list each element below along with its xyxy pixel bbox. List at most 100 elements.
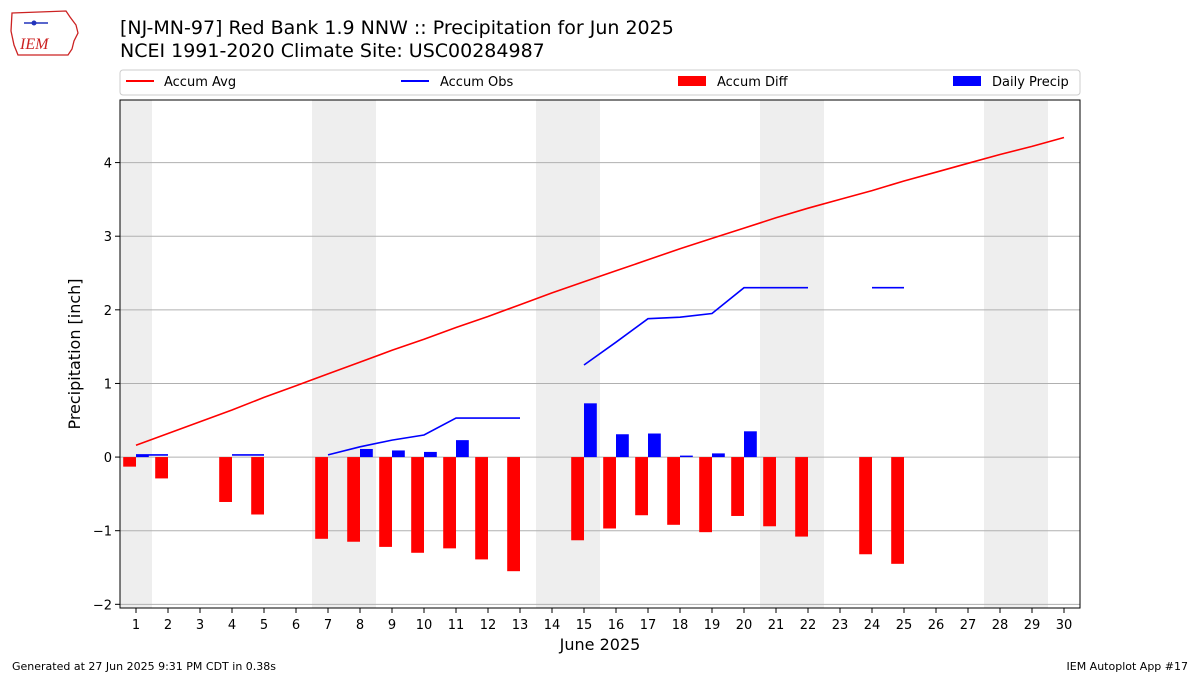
accum-diff-bar (891, 457, 904, 564)
accum-diff-bar (763, 457, 776, 527)
accum-diff-bar (667, 457, 680, 525)
footer-app: IEM Autoplot App #17 (1066, 660, 1189, 673)
x-axis-label: June 2025 (559, 635, 641, 654)
accum-diff-bar (507, 457, 520, 572)
accum-avg-line (135, 136, 1065, 447)
daily-precip-bar (360, 448, 373, 458)
x-tick-label: 4 (228, 618, 236, 633)
plot-frame (119, 99, 1081, 609)
daily-precip-bar (456, 440, 469, 458)
accum-diff-bar (603, 457, 616, 529)
y-tick-label: 3 (104, 230, 112, 245)
accum-diff-bar (571, 457, 584, 541)
y-tick-label: −2 (93, 598, 112, 613)
y-tick-label: 0 (104, 451, 112, 466)
accum-obs-line (327, 417, 520, 456)
legend-box (119, 69, 1081, 96)
x-tick-label: 6 (292, 618, 300, 633)
x-tick-label: 1 (132, 618, 140, 633)
accum-diff-bar (219, 457, 232, 502)
x-tick-label: 2 (164, 618, 172, 633)
accum-diff-bar (155, 457, 168, 479)
x-tick-label: 22 (800, 618, 817, 633)
x-axis-ticks: 1 2 3 4 5 6 7 8 9 10 11 12 13 14 15 16 17 18 19 20 21 22 23 24 2… (132, 608, 1072, 633)
accum-diff-bar (475, 457, 488, 560)
daily-precip-bar (680, 455, 693, 458)
x-tick-label: 3 (196, 618, 204, 633)
accum-diff-bar (411, 457, 424, 553)
lines (135, 136, 1065, 456)
accum-diff-bar (699, 457, 712, 533)
x-tick-label: 24 (864, 618, 881, 633)
x-tick-label: 9 (388, 618, 396, 633)
weekend-shade-0 (120, 100, 152, 608)
weekend-shade-3 (760, 100, 824, 608)
legend: Accum Avg Accum Obs Accum Diff Daily Pre… (119, 69, 1081, 96)
x-tick-label: 30 (1056, 618, 1073, 633)
x-tick-label: 25 (896, 618, 913, 633)
x-tick-label: 16 (608, 618, 625, 633)
daily-precip-bar (744, 431, 757, 458)
accum-diff-bar (379, 457, 392, 547)
legend-label-accum-diff: Accum Diff (717, 75, 789, 90)
y-tick-label: 4 (104, 157, 112, 172)
daily-precip-bar (584, 403, 597, 458)
x-tick-label: 26 (928, 618, 945, 633)
legend-label-accum-obs: Accum Obs (440, 75, 513, 90)
x-tick-label: 7 (324, 618, 332, 633)
bars (123, 403, 904, 572)
daily-precip-bar (392, 450, 405, 458)
accum-diff-bar (635, 457, 648, 516)
legend-swatch-accum-diff (678, 76, 706, 86)
x-tick-label: 29 (1024, 618, 1041, 633)
gridlines (120, 162, 1080, 605)
legend-label-daily-precip: Daily Precip (992, 75, 1069, 90)
x-tick-label: 19 (704, 618, 721, 633)
x-tick-label: 28 (992, 618, 1009, 633)
y-tick-label: 2 (104, 304, 112, 319)
x-tick-label: 10 (416, 618, 433, 633)
chart-title: [NJ-MN-97] Red Bank 1.9 NNW :: Precipita… (120, 17, 674, 39)
daily-precip-bar (424, 451, 437, 458)
x-tick-label: 14 (544, 618, 561, 633)
y-axis-ticks: −2 −1 0 1 2 3 4 (93, 157, 120, 613)
accum-diff-bar (731, 457, 744, 516)
x-tick-label: 21 (768, 618, 785, 633)
iem-logo: IEM (10, 10, 79, 56)
iowa-outline-icon (10, 10, 79, 56)
accum-diff-bar (795, 457, 808, 537)
accum-diff-bar (859, 457, 872, 555)
accum-diff-bar (315, 457, 328, 539)
x-tick-label: 18 (672, 618, 689, 633)
accum-obs-line (583, 286, 808, 366)
daily-precip-bar (616, 434, 629, 458)
logo-text: IEM (19, 36, 50, 53)
x-tick-label: 11 (448, 618, 465, 633)
footer-generated: Generated at 27 Jun 2025 9:31 PM CDT in … (12, 660, 277, 673)
accum-diff-bar (347, 457, 360, 542)
daily-precip-bar (136, 454, 149, 458)
weekend-shade-2 (536, 100, 600, 608)
chart-subtitle: NCEI 1991-2020 Climate Site: USC00284987 (120, 40, 545, 62)
x-tick-label: 17 (640, 618, 657, 633)
station-icon (31, 20, 37, 26)
x-tick-label: 13 (512, 618, 529, 633)
x-tick-label: 23 (832, 618, 849, 633)
x-tick-label: 15 (576, 618, 593, 633)
y-tick-label: 1 (104, 377, 112, 392)
daily-precip-bar (712, 453, 725, 458)
x-tick-label: 5 (260, 618, 268, 633)
weekend-shade-4 (984, 100, 1048, 608)
x-tick-label: 8 (356, 618, 364, 633)
accum-diff-bar (443, 457, 456, 549)
legend-label-accum-avg: Accum Avg (164, 75, 236, 90)
accum-diff-bar (123, 457, 136, 467)
x-tick-label: 27 (960, 618, 977, 633)
daily-precip-bar (648, 433, 661, 458)
y-axis-label: Precipitation [inch] (65, 278, 84, 429)
x-tick-label: 20 (736, 618, 753, 633)
y-tick-label: −1 (93, 525, 112, 540)
accum-diff-bar (251, 457, 264, 515)
x-tick-label: 12 (480, 618, 497, 633)
